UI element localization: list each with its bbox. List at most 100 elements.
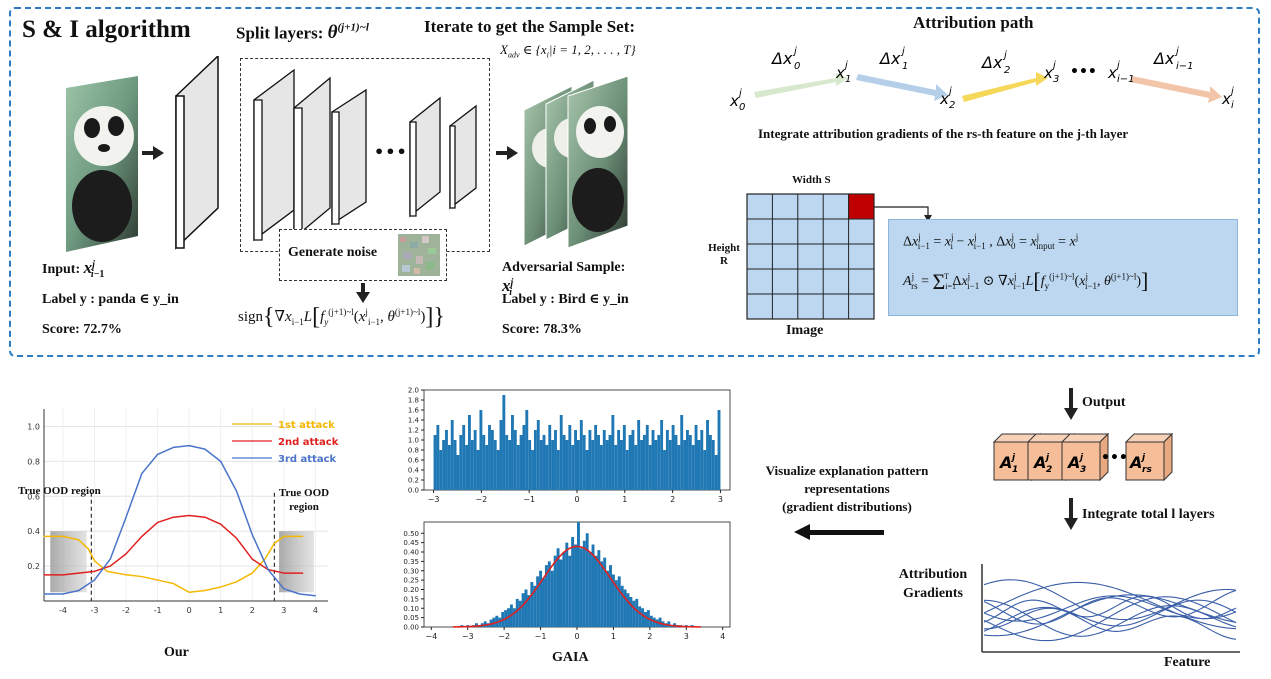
cube-A3: A: [1066, 453, 1080, 472]
series-point: [188, 514, 190, 517]
histogram-bar: [582, 435, 586, 490]
histogram-bar: [559, 559, 563, 627]
series-point: [264, 558, 266, 560]
histogram-bar: [562, 552, 566, 627]
histogram-bar: [717, 410, 721, 490]
series-point: [157, 521, 159, 524]
generate-noise-box: Generate noise: [279, 229, 447, 281]
x-tick-label: 0: [187, 606, 192, 615]
adversarial-sample-stack: [524, 76, 629, 249]
series-point: [235, 537, 238, 539]
path-arrow-2: [962, 72, 1048, 102]
series-point: [141, 535, 143, 538]
x-tick-label: −3: [428, 495, 440, 504]
svg-text:j: j: [792, 46, 797, 57]
histogram-bar: [539, 570, 543, 627]
x-tick-label: 0: [574, 632, 579, 641]
delta-1: Δx: [878, 49, 901, 68]
legend-entry: 1st attack: [278, 420, 335, 431]
histogram-bar: [568, 425, 572, 490]
histogram-bar: [691, 445, 695, 490]
node-xi-1: x: [1107, 64, 1117, 82]
series-point: [251, 534, 253, 536]
path-dots: •••: [1070, 64, 1097, 80]
input-label: Input: xji−1: [42, 258, 105, 280]
histogram-bar: [623, 589, 627, 627]
series-point: [273, 542, 275, 544]
histogram-bar: [625, 450, 629, 490]
histogram-bar: [608, 435, 612, 490]
image-label: Image: [786, 323, 824, 338]
series-point: [188, 445, 190, 447]
split-layers-text: Split layers:: [236, 23, 324, 43]
histogram-bar: [611, 415, 615, 490]
histogram-bar: [542, 435, 546, 490]
visualize-line-3: (gradient distributions): [782, 499, 912, 514]
svg-text:j: j: [1078, 453, 1084, 463]
histogram-bar: [433, 435, 437, 490]
histogram-bar: [479, 410, 483, 490]
histogram-bar: [663, 450, 666, 490]
x-tick-label: 3: [281, 606, 286, 615]
histogram-bar: [645, 425, 649, 490]
histogram-bar: [652, 617, 656, 627]
histogram-bar: [591, 440, 595, 490]
svg-text:3: 3: [1080, 465, 1086, 475]
series-point: [172, 446, 174, 448]
x-tick-label: −4: [425, 632, 437, 641]
svg-text:j: j: [843, 60, 848, 71]
integrate-label: Integrate total l layers: [1082, 507, 1215, 522]
layer-ellipsis: •••: [374, 142, 408, 161]
histogram-bar: [677, 445, 681, 490]
histogram-bar: [473, 430, 477, 490]
split-layers-label: Split layers: θ(j+1)~l: [236, 22, 369, 44]
generate-noise-label: Generate noise: [288, 245, 378, 260]
histogram-bar: [498, 617, 502, 627]
y-tick-label: 1.2: [408, 427, 419, 435]
ylabel-line-2: Gradients: [903, 586, 963, 601]
histogram-bar: [456, 455, 460, 490]
gradient-curve: [983, 589, 1237, 625]
arrow-right-icon: [142, 146, 164, 160]
path-arrows: [754, 72, 1222, 103]
svg-text:1: 1: [1012, 465, 1018, 475]
histogram-bar: [617, 576, 621, 627]
histogram-bar: [585, 450, 589, 490]
histogram-bar: [588, 552, 592, 627]
gaia-label: GAIA: [552, 650, 589, 665]
x-tick-label: 1: [218, 606, 223, 615]
x-tick-label: −2: [498, 632, 510, 641]
panda-input-image: [66, 76, 138, 252]
series-point: [283, 588, 285, 590]
histogram-bar: [483, 621, 487, 627]
formula-delta: Δxji−1 = xji − xji−1 , Δxj0 = xjinput = …: [903, 232, 1079, 252]
svg-text:0: 0: [739, 102, 745, 113]
y-tick-label: 0.2: [27, 562, 40, 571]
gradient-curve: [983, 595, 1237, 622]
series-point: [283, 535, 285, 538]
histogram-bar: [714, 455, 718, 490]
y-tick-label: 0.30: [403, 567, 419, 575]
gradient-curve: [983, 599, 1237, 632]
histogram-bar: [562, 435, 566, 490]
series-point: [141, 472, 143, 475]
svg-text:j: j: [1115, 60, 1120, 71]
histogram-bar: [493, 440, 497, 490]
histogram-bar: [655, 619, 659, 627]
sign-formula: sign{∇xi−1L[fy(j+1)~l(xji−1, θ(j+1)~l)]}: [238, 304, 445, 330]
svg-text:i−1: i−1: [1117, 74, 1135, 85]
histogram-bar: [542, 578, 545, 627]
histogram-bar: [641, 608, 645, 627]
histogram-bar: [470, 440, 474, 490]
path-arrow-0: [754, 73, 848, 98]
svg-text:3: 3: [1053, 74, 1059, 85]
svg-text:j: j: [1010, 453, 1016, 463]
x-tick-label: −2: [475, 495, 487, 504]
hist-gaia: 0.00 0.050.10 0.150.200.25 0.300.350.40 0.45…: [403, 521, 731, 641]
histogram-bar: [686, 430, 689, 490]
histogram-bar: [554, 430, 557, 490]
histogram-bar: [697, 440, 701, 490]
histogram-bar: [694, 425, 698, 490]
y-tick-label: 0.45: [403, 539, 419, 547]
